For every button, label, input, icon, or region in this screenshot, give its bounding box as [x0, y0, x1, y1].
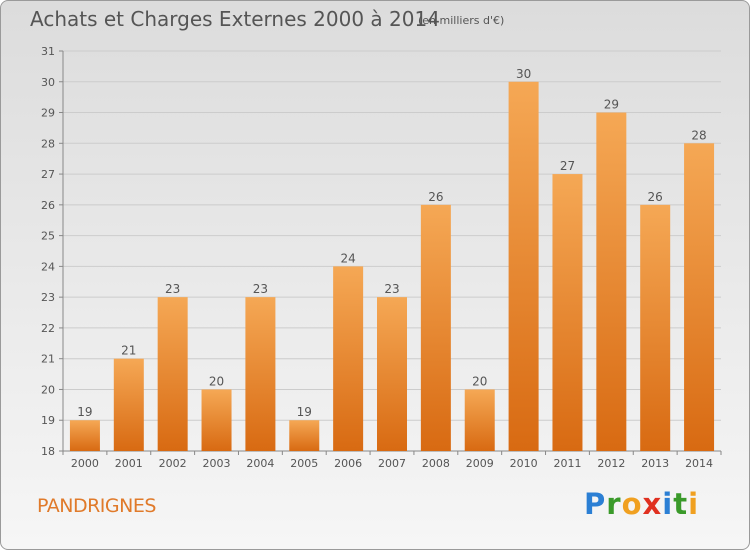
bar-2000: [69, 420, 100, 451]
value-label: 26: [648, 190, 663, 204]
x-tick-label: 2001: [115, 457, 143, 470]
x-tick-label: 2002: [159, 457, 187, 470]
value-label: 20: [472, 374, 487, 388]
axes: 18 19 20 21 22 23 24 25 26 27 28 29 30 31 2000 2001 2002…: [41, 45, 722, 470]
y-tick-label: 20: [41, 383, 55, 396]
y-tick-label: 29: [41, 107, 55, 120]
y-tick-label: 19: [41, 414, 55, 427]
value-label: 19: [77, 405, 92, 419]
value-label: 23: [253, 282, 268, 296]
x-tick-label: 2013: [641, 457, 669, 470]
logo-letter: i: [688, 487, 700, 521]
bar-2004: [245, 297, 276, 451]
x-tick-label: 2010: [510, 457, 538, 470]
y-tick-label: 30: [41, 76, 55, 89]
y-tick-label: 28: [41, 137, 55, 150]
value-label: 20: [209, 374, 224, 388]
x-tick-label: 2007: [378, 457, 406, 470]
bar-2010: [508, 81, 539, 452]
x-tick-label: 2005: [290, 457, 318, 470]
logo-letter: x: [642, 487, 663, 521]
y-tick-label: 18: [41, 445, 55, 458]
value-label: 24: [340, 251, 355, 265]
logo-letter: P: [584, 487, 607, 521]
y-tick-label: 24: [41, 260, 55, 273]
x-tick-label: 2011: [553, 457, 581, 470]
bar-2002: [157, 297, 188, 451]
value-label: 21: [121, 344, 136, 358]
bars: [69, 81, 715, 452]
x-tick-label: 2000: [71, 457, 99, 470]
x-tick-label: 2003: [203, 457, 231, 470]
value-label: 27: [560, 159, 575, 173]
x-tick-label: 2014: [685, 457, 713, 470]
value-label: 23: [165, 282, 180, 296]
logo-letter: o: [621, 487, 643, 521]
logo-letter: r: [606, 487, 622, 521]
value-label: 23: [384, 282, 399, 296]
bar-2003: [201, 389, 232, 451]
y-tick-label: 23: [41, 291, 55, 304]
bar-2005: [289, 420, 320, 451]
y-tick-label: 25: [41, 230, 55, 243]
y-tick-label: 31: [41, 45, 55, 58]
proxiti-logo[interactable]: Proxiti: [584, 487, 699, 521]
value-label: 29: [604, 98, 619, 112]
bar-2013: [640, 204, 671, 451]
logo-letter: t: [673, 487, 689, 521]
chart-subtitle: (en milliers d'€): [418, 14, 505, 27]
bar-2007: [377, 297, 407, 451]
x-tick-label: 2008: [422, 457, 450, 470]
bar-2011: [552, 174, 583, 452]
y-tick-label: 22: [41, 322, 55, 335]
chart-title: Achats et Charges Externes 2000 à 2014: [30, 7, 440, 31]
x-tick-label: 2009: [466, 457, 494, 470]
y-tick-label: 27: [41, 168, 55, 181]
bar-2006: [333, 266, 364, 451]
logo-letter: i: [662, 487, 674, 521]
bar-2012: [596, 112, 627, 452]
bar-2001: [113, 358, 144, 451]
x-tick-label: 2004: [246, 457, 274, 470]
value-label: 26: [428, 190, 443, 204]
y-tick-label: 26: [41, 199, 55, 212]
y-tick-label: 21: [41, 353, 55, 366]
value-label: 28: [691, 128, 706, 142]
x-tick-label: 2012: [597, 457, 625, 470]
bar-2009: [464, 389, 495, 451]
bar-2014: [684, 143, 715, 452]
x-tick-label: 2006: [334, 457, 362, 470]
commune-name: PANDRIGNES: [37, 495, 156, 517]
bar-2008: [420, 204, 451, 451]
value-labels: 19 21 23 20 23 19 24 23 26 20 30 27 29 26 28: [77, 67, 706, 419]
value-label: 19: [297, 405, 312, 419]
value-label: 30: [516, 67, 531, 81]
